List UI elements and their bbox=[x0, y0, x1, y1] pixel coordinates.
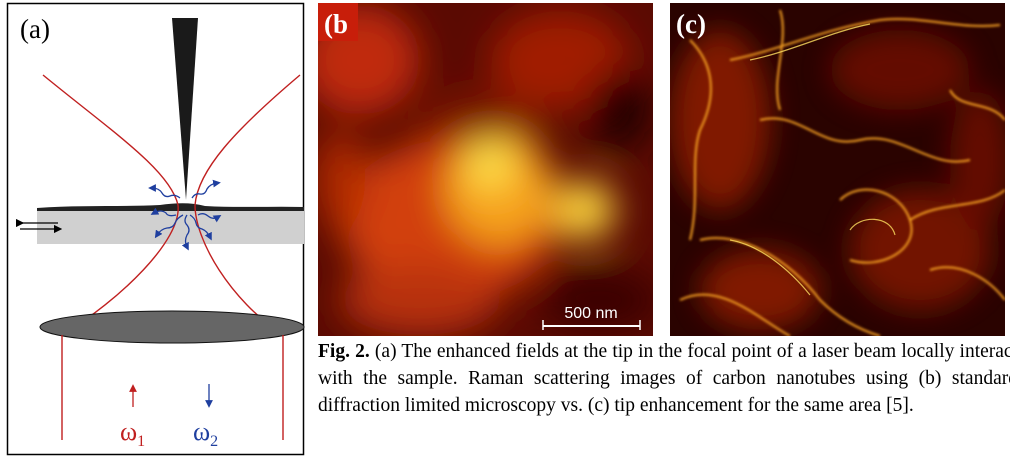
panel-label: (c) bbox=[676, 9, 706, 39]
panel-c: (c) bbox=[670, 3, 1010, 336]
omega-symbol: ω bbox=[120, 417, 137, 446]
omega-subscript: 2 bbox=[210, 433, 218, 450]
omega-subscript: 1 bbox=[137, 433, 145, 450]
panel-label: (b bbox=[324, 9, 348, 39]
caption-label: Fig. 2. bbox=[318, 341, 370, 362]
panel-label: (a) bbox=[20, 14, 50, 44]
panel-a: (a) ω1 ω2 bbox=[8, 4, 305, 455]
caption-text: (a) The enhanced fields at the tip in th… bbox=[318, 341, 1010, 416]
caption: Fig. 2. (a) The enhanced fields at the t… bbox=[318, 338, 1010, 419]
omega-symbol: ω bbox=[193, 417, 210, 446]
page: (a) ω1 ω2 bbox=[0, 0, 1010, 458]
panel-b: (b 500 nm bbox=[300, 3, 660, 336]
scale-bar-label: 500 nm bbox=[564, 305, 617, 322]
